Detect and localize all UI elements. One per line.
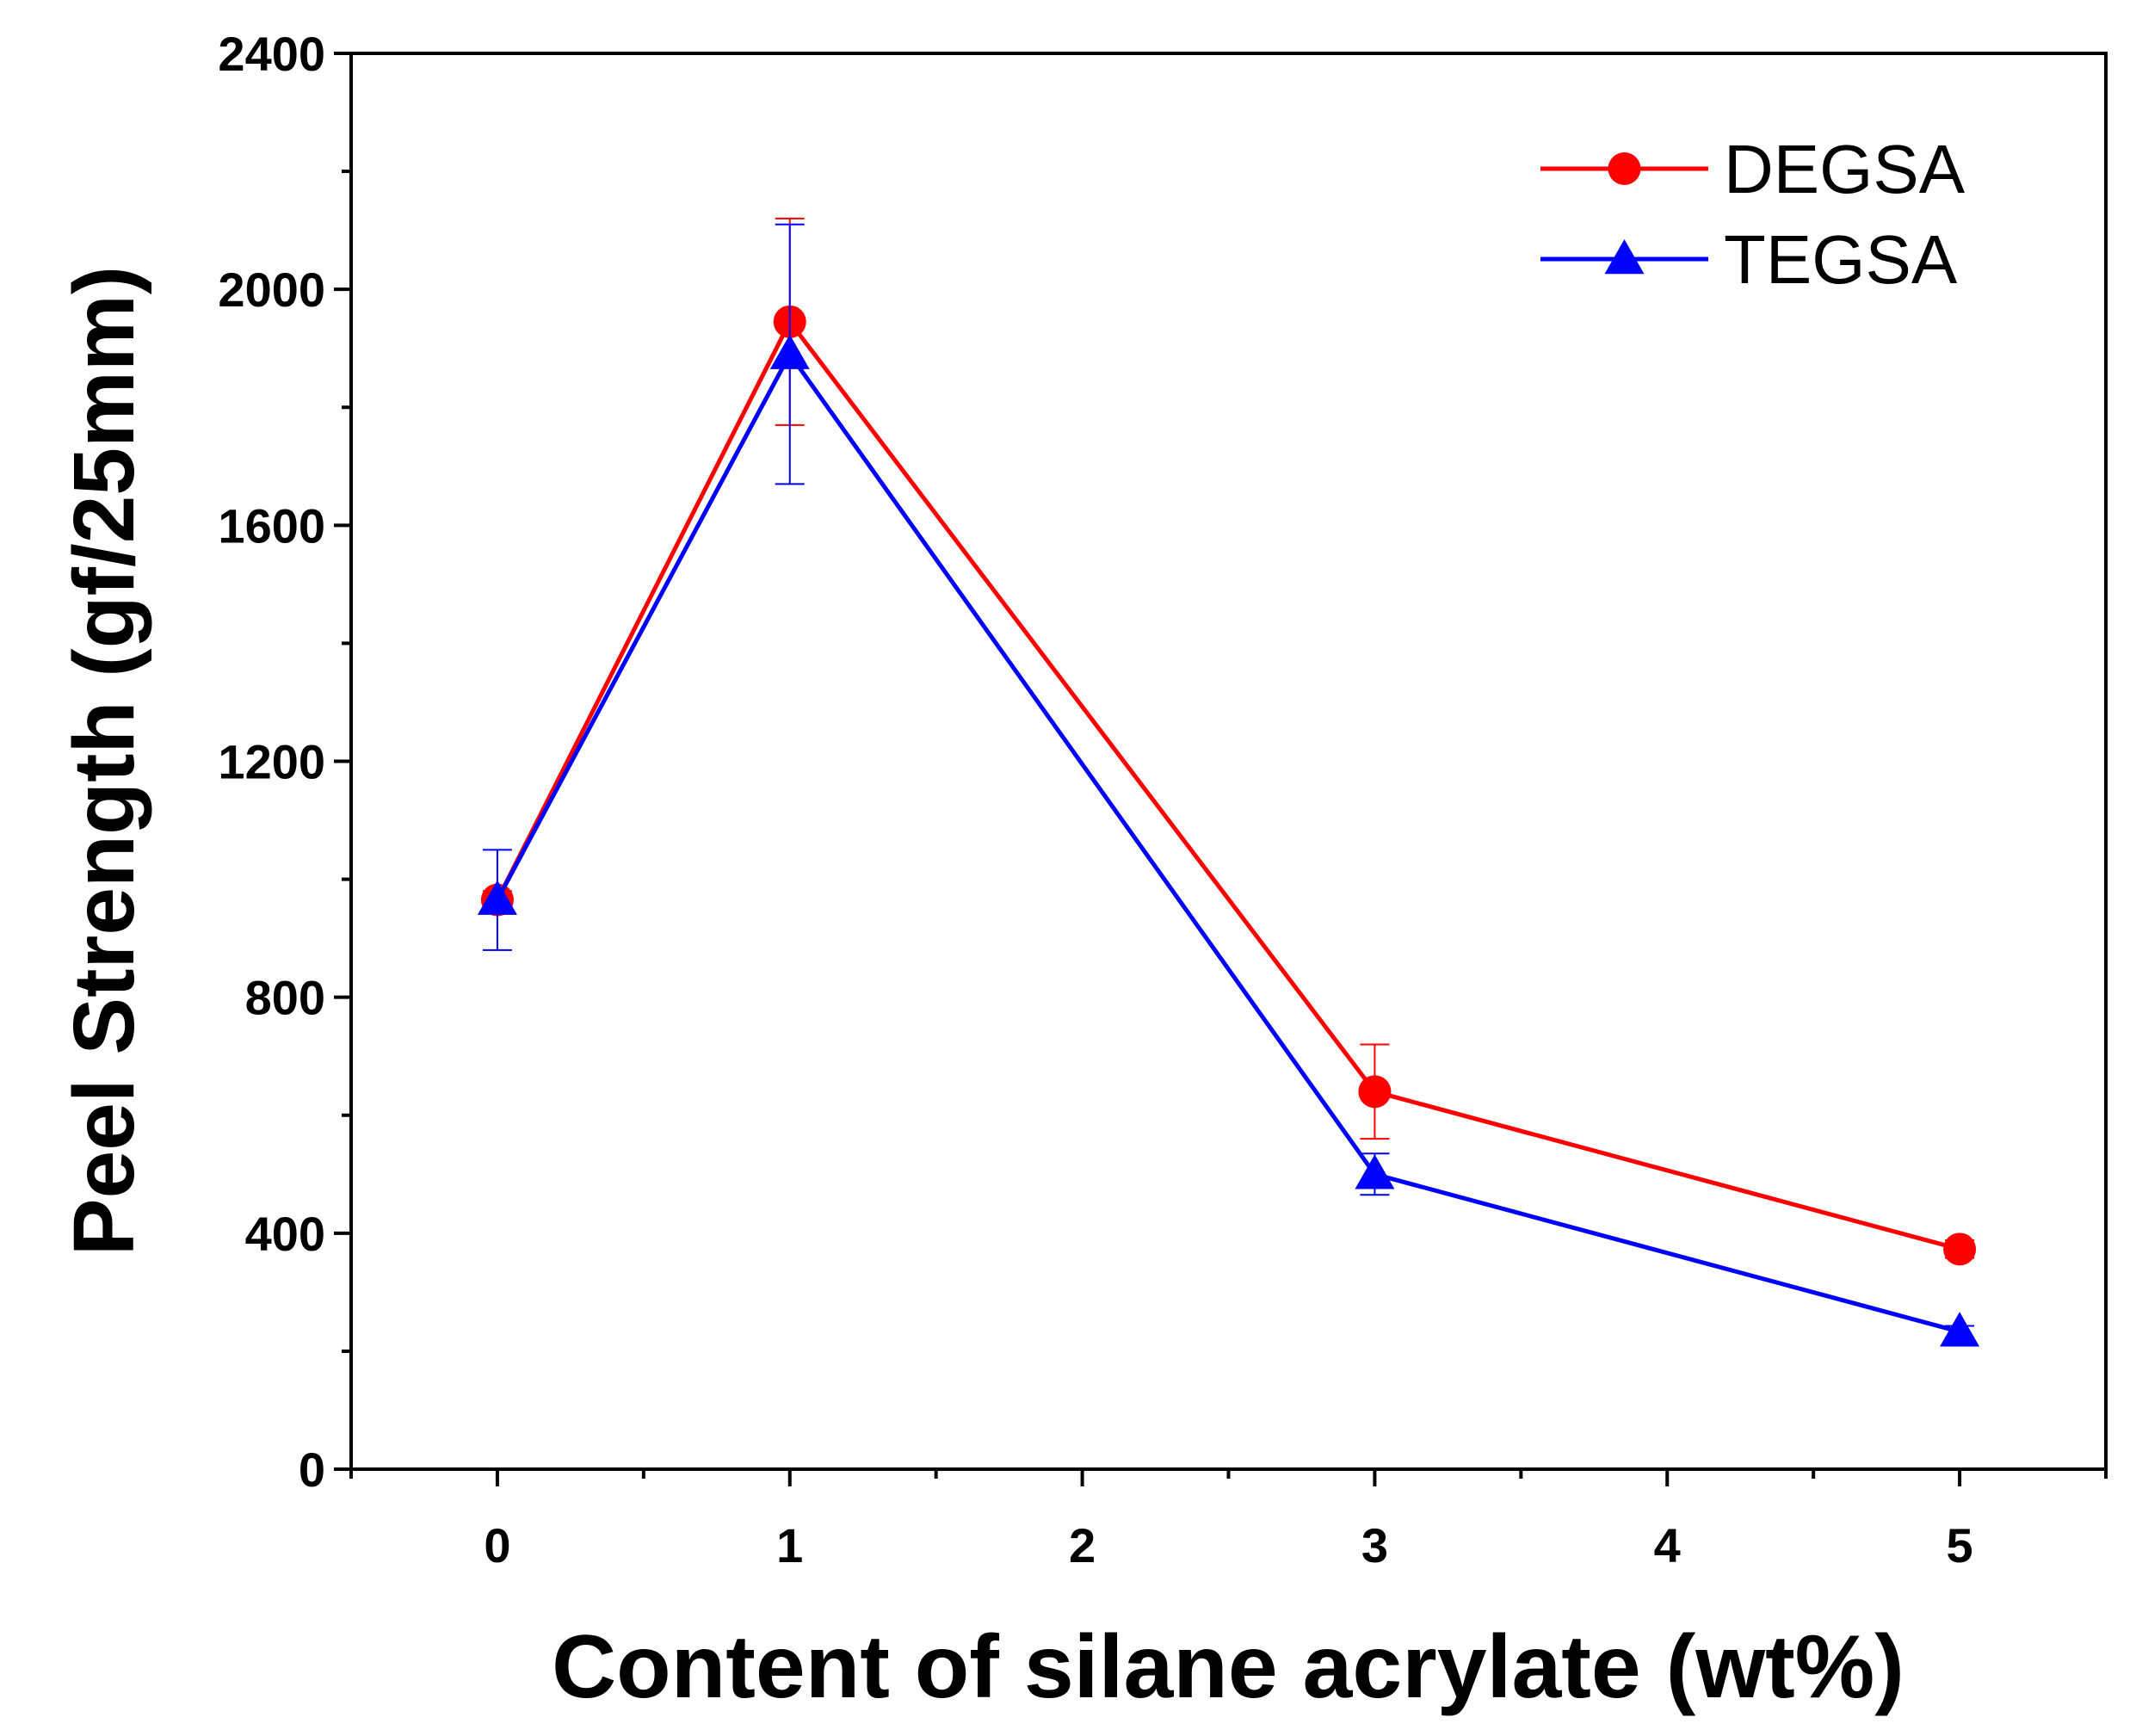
legend-marker-degsa bbox=[1608, 152, 1641, 185]
series-degsa bbox=[480, 217, 1977, 1266]
y-tick-label: 1600 bbox=[218, 498, 325, 553]
y-tick-label: 1200 bbox=[218, 735, 325, 789]
y-tick-label: 2000 bbox=[218, 263, 325, 317]
data-point-tegsa bbox=[477, 880, 517, 915]
data-point-degsa bbox=[1943, 1232, 1977, 1266]
x-tick-label: 5 bbox=[1947, 1518, 1973, 1572]
data-point-tegsa bbox=[1355, 1154, 1395, 1189]
x-axis-title: Content of silane acrylate (wt%) bbox=[552, 1617, 1904, 1717]
data-point-tegsa bbox=[1940, 1312, 1980, 1347]
data-point-tegsa bbox=[769, 334, 810, 369]
x-tick-label: 0 bbox=[484, 1518, 510, 1572]
legend-marker-tegsa bbox=[1604, 239, 1645, 275]
legend-label-degsa: DEGSA bbox=[1724, 131, 1966, 207]
x-tick-label: 1 bbox=[776, 1518, 803, 1572]
series-line-tegsa bbox=[495, 349, 1960, 1334]
y-axis-ticks: 0 400 800 1200 1600 2000 2400 bbox=[218, 27, 351, 1497]
series-tegsa bbox=[477, 223, 1980, 1347]
series-line-degsa bbox=[495, 318, 1960, 1251]
y-tick-label: 2400 bbox=[218, 27, 325, 81]
series-layer bbox=[477, 217, 1980, 1347]
x-tick-label: 4 bbox=[1654, 1518, 1681, 1572]
x-axis-ticks: 0 1 2 3 4 5 bbox=[349, 1469, 2108, 1572]
x-tick-label: 3 bbox=[1361, 1518, 1388, 1572]
legend-label-tegsa: TEGSA bbox=[1724, 221, 1958, 298]
legend: DEGSA TEGSA bbox=[1540, 131, 1966, 298]
data-point-degsa bbox=[1358, 1075, 1392, 1109]
y-axis-title: Peel Strength (gf/25mm) bbox=[56, 266, 152, 1256]
y-tick-label: 0 bbox=[299, 1443, 325, 1497]
y-tick-label: 800 bbox=[245, 971, 325, 1025]
x-tick-label: 2 bbox=[1069, 1518, 1096, 1572]
y-tick-label: 400 bbox=[245, 1207, 325, 1261]
